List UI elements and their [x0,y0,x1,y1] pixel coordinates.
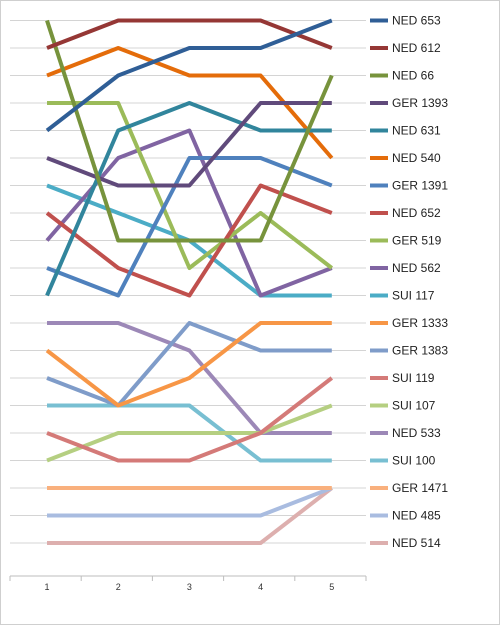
series-line [46,18,333,50]
legend-label: NED 533 [392,426,441,440]
series-line [47,486,333,518]
series-line [45,18,333,133]
series-line [47,321,332,435]
legend-label: GER 1383 [392,344,448,358]
series-line [46,376,334,463]
legend-label: GER 1333 [392,316,448,330]
legend-label: NED 652 [392,206,441,220]
series-line [47,403,332,463]
series-line [45,101,332,297]
legend-label: NED 485 [392,509,441,523]
x-tick-label: 2 [116,582,121,592]
legend-label: SUI 117 [392,289,435,303]
series-line [45,183,333,298]
series-line [47,486,334,545]
series-line [45,19,334,243]
legend-label: NED 653 [392,14,441,28]
legend-label: NED 631 [392,124,441,138]
legend-label: NED 514 [392,536,441,550]
series-line [46,156,333,298]
x-tick-label: 5 [329,582,334,592]
x-tick-label: 1 [44,582,49,592]
series-line [46,321,332,408]
legend-label: GER 1391 [392,179,448,193]
legend: NED 653 NED 612 NED 66 GER 1393 NED 631 NED 5… [370,14,448,550]
legend-label: SUI 107 [392,399,436,413]
series-line [46,101,332,188]
legend-label: NED 612 [392,41,441,55]
legend-label: GER 1393 [392,96,448,110]
legend-label: GER 1471 [392,481,448,495]
gridlines [10,20,366,544]
x-tick-label: 3 [187,582,192,592]
x-axis: 1 2 3 4 5 [9,575,367,592]
series-line [45,321,332,408]
legend-label: GER 519 [392,234,442,248]
legend-label: NED 540 [392,151,441,165]
legend-label: NED 66 [392,69,434,83]
x-tick-label: 4 [258,582,263,592]
legend-label: SUI 119 [392,371,435,385]
series-line [47,101,334,270]
series-lines [45,18,334,545]
series-line [46,403,333,463]
legend-label: SUI 100 [392,454,436,468]
legend-label: NED 562 [392,261,441,275]
